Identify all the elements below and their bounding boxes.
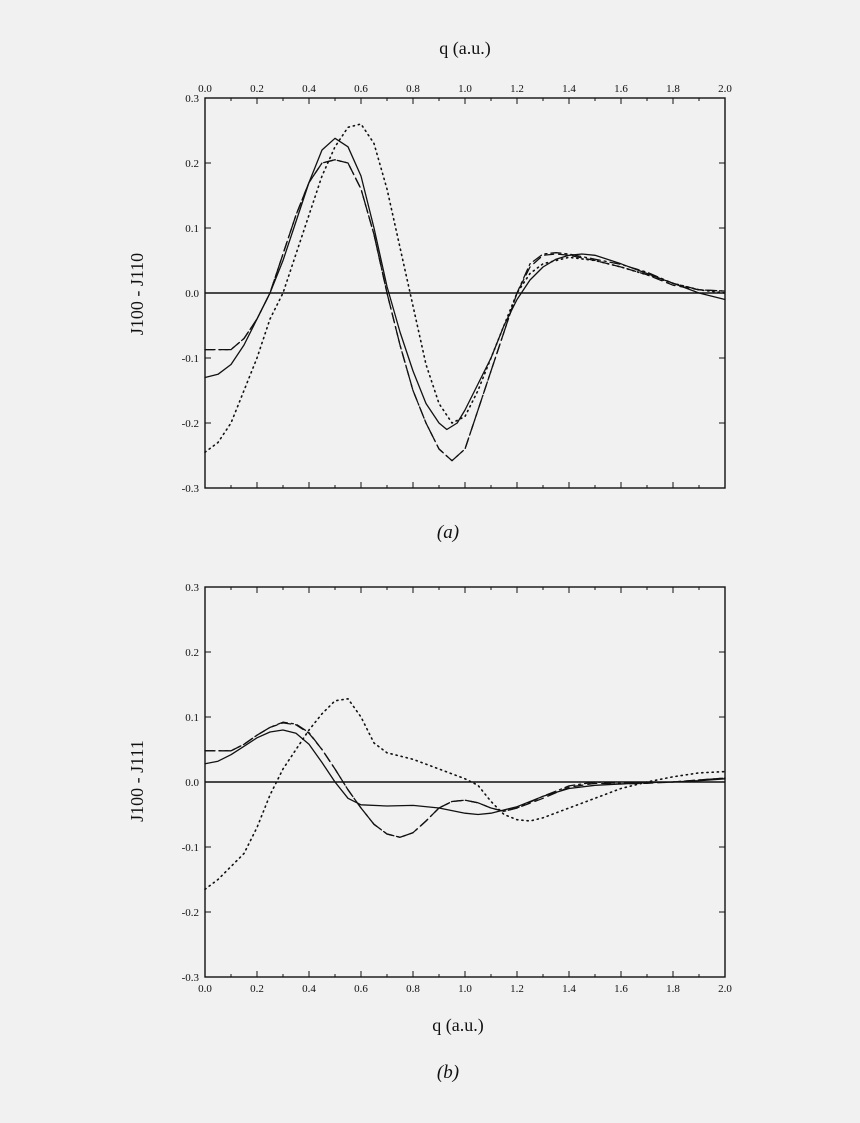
ticks-b: 0.0 0.2 0.4 0.6 0.8 1.0 1.2 1.4 1.6 1.8 2.0 0.3 0.2 0… [182, 582, 733, 995]
series-solid-a [204, 137, 726, 431]
x-tick-label-b-5: 1.0 [458, 983, 472, 995]
y-tick-label-b-2: 0.1 [185, 712, 199, 724]
top-axis-label: q (a.u.) [439, 38, 490, 59]
y-tick-label-b-4: -0.1 [182, 842, 199, 854]
x-tick-label-b-10: 2.0 [718, 983, 732, 995]
panel-a: q (a.u.) 0.0 0.2 0.4 0.6 0.8 1.0 1.2 1.4 1.6 1.8 2… [127, 38, 732, 543]
x-tick-label-a-4: 0.8 [406, 83, 420, 95]
series-dashed-b [204, 722, 726, 838]
y-tick-label-b-0: 0.3 [185, 582, 199, 594]
y-tick-label-a-2: 0.1 [185, 223, 199, 235]
y-axis-label-a: J100 - J110 [127, 253, 147, 335]
x-tick-label-b-1: 0.2 [250, 983, 264, 995]
x-tick-label-b-7: 1.4 [562, 983, 576, 995]
x-tick-label-a-6: 1.2 [510, 83, 524, 95]
bottom-axis-label: q (a.u.) [432, 1015, 483, 1036]
x-tick-label-a-9: 1.8 [666, 83, 680, 95]
y-axis-label-b: J100 - J111 [127, 740, 147, 822]
panel-label-b: (b) [437, 1062, 459, 1083]
x-tick-label-a-2: 0.4 [302, 83, 316, 95]
series-dotted-a [204, 123, 726, 453]
x-tick-label-b-4: 0.8 [406, 983, 420, 995]
x-tick-label-b-3: 0.6 [354, 983, 368, 995]
y-tick-label-b-5: -0.2 [182, 907, 199, 919]
x-tick-label-a-0: 0.0 [198, 83, 212, 95]
series-group-a [204, 123, 726, 462]
y-tick-label-a-1: 0.2 [185, 158, 199, 170]
x-tick-label-a-5: 1.0 [458, 83, 472, 95]
y-tick-label-a-0: 0.3 [185, 93, 199, 105]
y-tick-label-a-6: -0.3 [182, 483, 200, 495]
series-dashdot-b [204, 721, 726, 838]
x-tick-label-a-10: 2.0 [718, 83, 732, 95]
series-dotted-b [204, 698, 726, 891]
y-tick-label-b-3: 0.0 [185, 777, 199, 789]
x-tick-label-b-2: 0.4 [302, 983, 316, 995]
x-tick-label-b-8: 1.6 [614, 983, 628, 995]
panel-b: 0.0 0.2 0.4 0.6 0.8 1.0 1.2 1.4 1.6 1.8 2.0 0.3 0.2 0… [127, 582, 732, 1083]
y-tick-label-b-6: -0.3 [182, 972, 200, 984]
y-tick-label-a-4: -0.1 [182, 353, 199, 365]
series-dashdot-a [204, 159, 726, 462]
y-tick-label-b-1: 0.2 [185, 647, 199, 659]
series-solid-b [204, 729, 726, 816]
x-tick-label-b-6: 1.2 [510, 983, 524, 995]
ticks-a: 0.0 0.2 0.4 0.6 0.8 1.0 1.2 1.4 1.6 1.8 2.0 0.3 0.2 0… [182, 83, 733, 495]
y-tick-label-a-3: 0.0 [185, 288, 199, 300]
x-tick-label-b-9: 1.8 [666, 983, 680, 995]
panel-label-a: (a) [437, 522, 459, 543]
y-tick-label-a-5: -0.2 [182, 418, 199, 430]
series-group-b [204, 698, 726, 891]
x-tick-label-a-3: 0.6 [354, 83, 368, 95]
x-tick-label-b-0: 0.0 [198, 983, 212, 995]
x-tick-label-a-7: 1.4 [562, 83, 576, 95]
x-tick-label-a-8: 1.6 [614, 83, 628, 95]
x-tick-label-a-1: 0.2 [250, 83, 264, 95]
